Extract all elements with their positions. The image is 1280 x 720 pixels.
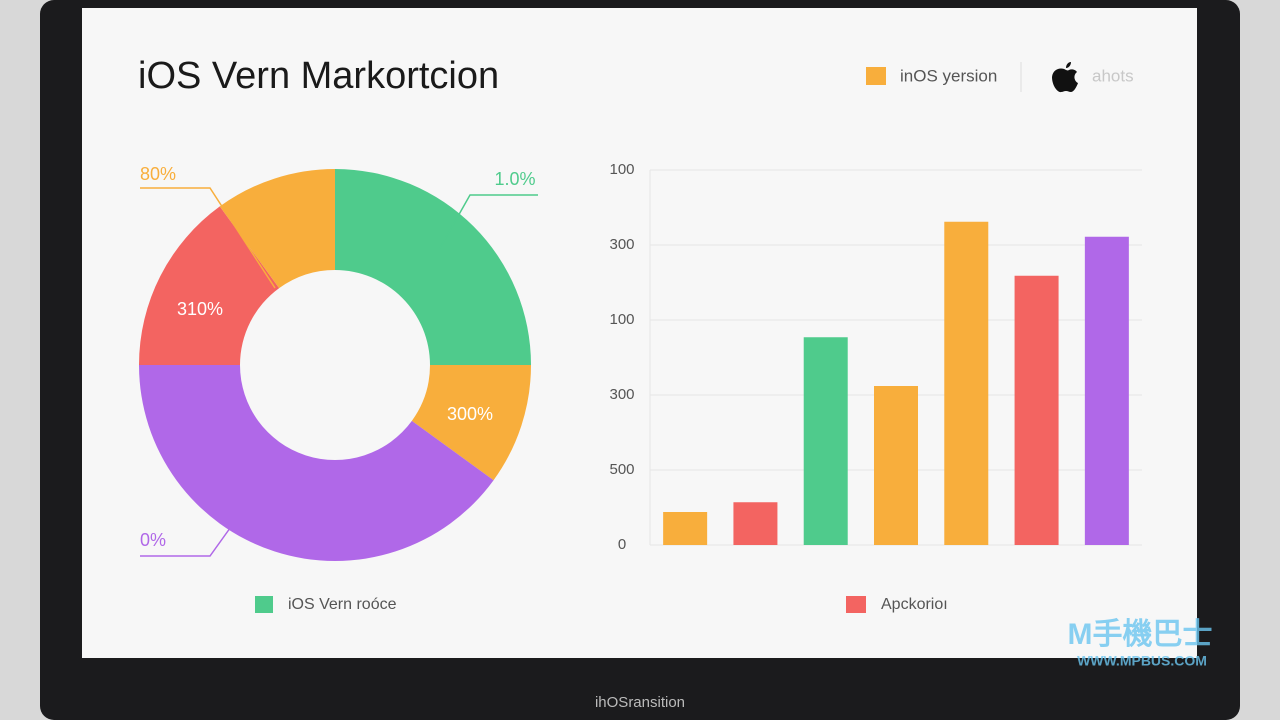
bar — [874, 386, 918, 545]
leader-line — [140, 187, 276, 289]
segment-label: 80% — [140, 164, 176, 184]
watermark: M手機巴士 — [1068, 618, 1213, 651]
title: iOS Vern Markortcion — [138, 55, 499, 97]
y-tick-label: 100 — [609, 161, 634, 178]
y-tick-label: 500 — [609, 461, 634, 478]
y-tick-label: 100 — [609, 311, 634, 328]
segment-label: 0% — [140, 530, 166, 550]
legend-swatch — [866, 67, 886, 85]
donut-segment — [139, 206, 280, 365]
bar — [733, 502, 778, 545]
brand-text: ahots — [1092, 66, 1134, 85]
watermark-url: WWW.MPBUS.COM — [1077, 653, 1207, 669]
bar — [944, 221, 989, 545]
bar — [663, 512, 708, 545]
legend-label: Apckorioı — [881, 596, 948, 613]
bar — [803, 337, 848, 545]
apple-icon — [1052, 62, 1078, 93]
legend-swatch — [846, 596, 866, 613]
donut-segment — [411, 365, 531, 481]
screen — [82, 8, 1197, 658]
segment-label: 300% — [447, 404, 493, 424]
y-tick-label: 300 — [609, 386, 634, 403]
bar — [1084, 236, 1129, 545]
bezel-text: ihOSransition — [595, 694, 685, 711]
donut-segment — [139, 365, 494, 561]
y-tick-label: 300 — [609, 236, 634, 253]
legend-label: inOS yersion — [900, 66, 997, 85]
segment-label: 1.0% — [494, 169, 535, 189]
bar — [1014, 275, 1059, 545]
donut-segment — [335, 169, 531, 365]
leader-line — [439, 194, 538, 249]
legend-swatch — [255, 596, 273, 613]
leader-line — [140, 509, 244, 557]
segment-label: 310% — [177, 299, 223, 319]
donut-segment — [219, 169, 335, 289]
y-tick-label: 0 — [618, 536, 626, 553]
legend-label: iOS Vern roóce — [288, 596, 397, 613]
